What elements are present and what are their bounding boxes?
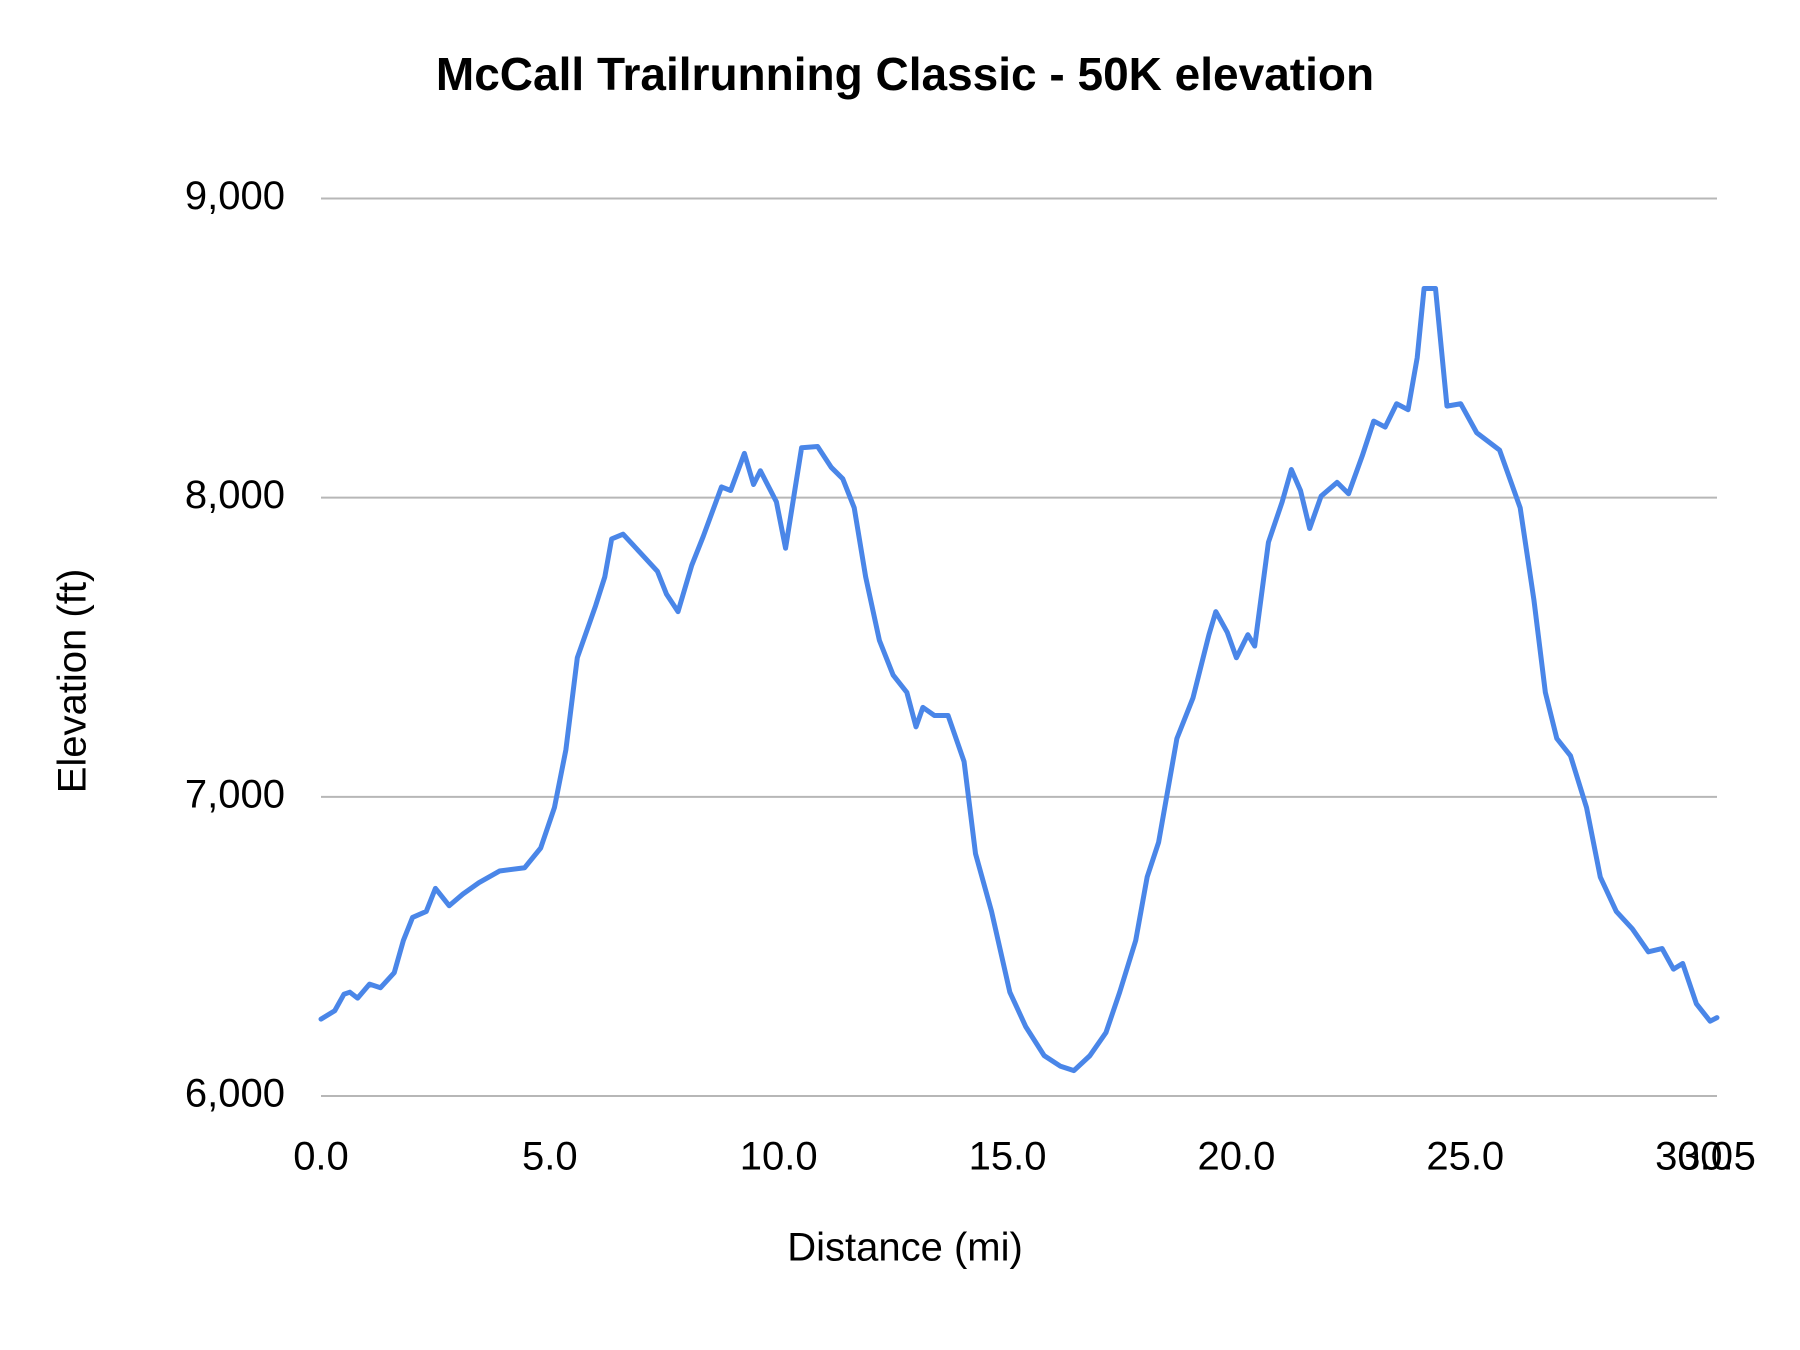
y-tick-label: 7,000 [185, 772, 285, 816]
x-axis-title: Distance (mi) [787, 1226, 1023, 1270]
y-axis-title: Elevation (ft) [51, 569, 95, 794]
y-tick-label: 6,000 [185, 1072, 285, 1116]
x-tick-label: 30.0 [1655, 1135, 1733, 1179]
x-tick-label: 20.0 [1197, 1135, 1275, 1179]
chart-title: McCall Trailrunning Classic - 50K elevat… [436, 48, 1374, 100]
x-tick-label: 0.0 [293, 1135, 349, 1179]
x-tick-label: 30.5 [1678, 1135, 1756, 1179]
y-tick-label: 8,000 [185, 473, 285, 517]
x-tick-label: 25.0 [1426, 1135, 1504, 1179]
x-tick-label: 10.0 [740, 1135, 818, 1179]
x-tick-label: 5.0 [522, 1135, 578, 1179]
x-tick-label: 15.0 [969, 1135, 1047, 1179]
y-tick-label: 9,000 [185, 174, 285, 218]
elevation-line [318, 286, 1720, 1074]
